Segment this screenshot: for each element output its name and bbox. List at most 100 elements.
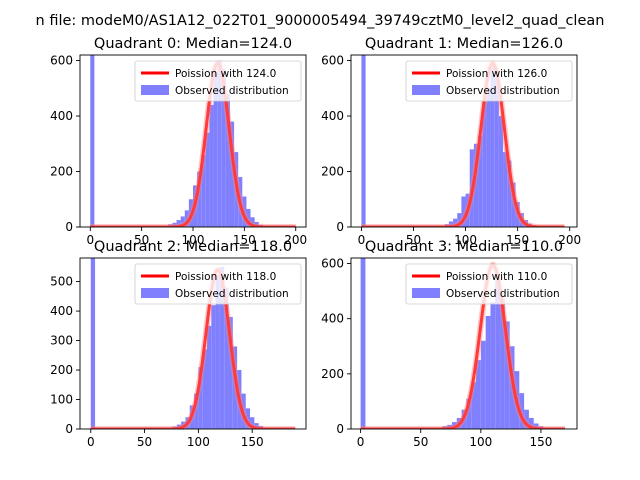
poisson-curve xyxy=(359,263,566,429)
y-tick-label: 0 xyxy=(65,220,73,234)
x-tick-label: 100 xyxy=(469,435,492,449)
histogram-bar xyxy=(509,346,515,429)
legend-label-poisson: Poission with 110.0 xyxy=(446,271,547,283)
y-tick-label: 200 xyxy=(321,165,344,179)
histogram-bar xyxy=(498,116,504,227)
subplot-quadrant-3: Quadrant 3: Median=110.0 0 50 100 150 0 200 400… xyxy=(321,239,578,449)
histogram-bar xyxy=(245,408,251,429)
histogram-bar xyxy=(448,221,454,227)
x-tick-label: 150 xyxy=(241,435,264,449)
legend-frame xyxy=(405,263,573,305)
histogram-bar xyxy=(246,208,251,227)
subplot-grid: Quadrant 0: Median=124.0 0 50 100 150 200 0 200… xyxy=(50,36,581,449)
histogram-bar xyxy=(90,55,95,227)
legend-frame xyxy=(134,60,302,102)
x-tick-label: 200 xyxy=(284,233,307,247)
histogram-bar xyxy=(194,393,199,429)
histogram-bar xyxy=(172,222,177,227)
y-tick-label: 600 xyxy=(50,54,73,68)
x-tick-label: 50 xyxy=(137,435,152,449)
histogram-bar xyxy=(447,424,452,429)
histogram-bar xyxy=(180,216,185,227)
legend: Poission with 126.0 Observed distribution xyxy=(405,60,573,102)
histogram-bar xyxy=(213,71,218,227)
histogram-bar xyxy=(198,367,203,429)
histogram-bar xyxy=(490,66,495,227)
subplot-quadrant-2: Quadrant 2: Median=118.0 0 50 100 150 0 100 200… xyxy=(50,239,307,449)
histogram-bar xyxy=(511,182,516,227)
subplot-title: Quadrant 3: Median=110.0 xyxy=(365,239,563,255)
y-tick-label: 400 xyxy=(50,304,73,318)
poisson-curve-glow xyxy=(360,261,565,429)
y-tick-label: 200 xyxy=(321,367,344,381)
legend-label-observed: Observed distribution xyxy=(175,288,289,300)
histogram-bar xyxy=(176,220,181,227)
histogram-bar xyxy=(451,422,457,429)
histogram-bar xyxy=(360,258,366,429)
histogram-bar xyxy=(461,196,466,227)
x-tick-label: 50 xyxy=(134,233,149,247)
legend-swatch-hist xyxy=(412,85,440,95)
histogram-bar xyxy=(507,160,512,227)
legend-frame xyxy=(405,60,573,102)
poisson-curve-glow xyxy=(361,60,565,227)
poisson-curve xyxy=(360,61,566,227)
histogram-bar xyxy=(473,143,479,227)
legend: Poission with 110.0 Observed distribution xyxy=(405,263,573,305)
histogram-bar xyxy=(503,152,508,227)
histogram-bar xyxy=(478,135,483,227)
x-tick-label: 150 xyxy=(506,233,529,247)
histogram-bar xyxy=(209,104,214,227)
histogram-bar xyxy=(205,132,210,227)
x-tick-label: 0 xyxy=(357,435,365,449)
histogram-bar xyxy=(490,302,496,429)
histogram-bar xyxy=(184,210,189,227)
histogram-bar xyxy=(242,196,247,227)
legend-label-observed: Observed distribution xyxy=(446,288,560,300)
subplot-title: Quadrant 0: Median=124.0 xyxy=(94,36,292,52)
histogram-bar xyxy=(457,213,462,227)
legend-swatch-hist xyxy=(412,288,440,298)
histogram-bar xyxy=(176,424,182,429)
histogram-bar xyxy=(494,77,499,227)
histogram-bar xyxy=(533,423,539,429)
figure-suptitle: n file: modeM0/AS1A12_022T01_9000005494_… xyxy=(36,13,605,29)
histogram-bar xyxy=(217,60,222,227)
histogram-bar xyxy=(221,68,226,227)
axes-frame xyxy=(79,257,307,430)
histogram-bar xyxy=(482,102,487,227)
histogram-bar xyxy=(524,409,529,429)
histogram-bar xyxy=(504,321,510,429)
histogram-bar xyxy=(254,423,259,429)
histogram-bar xyxy=(225,93,230,227)
subplot-quadrant-1: Quadrant 1: Median=126.0 0 50 100 150 200 0 200… xyxy=(321,36,581,247)
x-tick-label: 100 xyxy=(454,233,477,247)
legend-swatch-hist xyxy=(141,288,169,298)
legend-label-poisson: Poission with 126.0 xyxy=(446,68,547,80)
subplot-title: Quadrant 1: Median=126.0 xyxy=(365,36,563,52)
histogram-bar xyxy=(453,218,458,227)
histogram-bar xyxy=(202,349,207,429)
histogram-bar xyxy=(471,382,477,429)
axes-frame xyxy=(350,54,578,228)
histogram-bar xyxy=(466,398,472,429)
histogram-bar xyxy=(254,222,259,227)
y-tick-label: 600 xyxy=(321,54,344,68)
histogram-bar xyxy=(476,360,481,429)
legend-label-poisson: Poission with 118.0 xyxy=(175,271,276,283)
y-tick-label: 300 xyxy=(50,334,73,348)
x-tick-label: 100 xyxy=(187,435,210,449)
histogram-bar xyxy=(201,154,206,227)
y-tick-label: 100 xyxy=(50,393,73,407)
histogram-bar xyxy=(250,417,255,429)
histogram-bar xyxy=(519,393,525,429)
y-tick-label: 400 xyxy=(321,109,344,123)
legend-swatch-hist xyxy=(141,85,169,95)
histogram-bar xyxy=(495,274,501,429)
histogram-bar xyxy=(228,316,233,429)
x-tick-label: 100 xyxy=(182,233,205,247)
histogram-bar xyxy=(224,287,229,429)
histogram-bar xyxy=(211,305,216,429)
y-tick-label: 200 xyxy=(50,165,73,179)
subplot-title: Quadrant 2: Median=118.0 xyxy=(94,239,292,255)
